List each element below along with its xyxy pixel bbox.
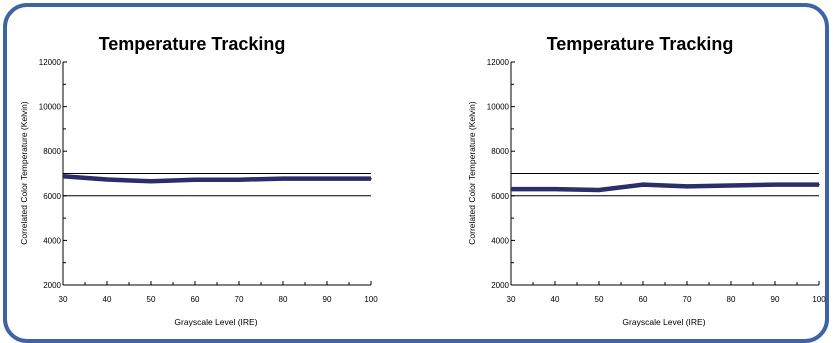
x-tick-label: 100 [812, 295, 826, 304]
temperature-tracking-chart-right: Temperature Tracking Correlated Color Te… [467, 34, 826, 327]
chart-title: Temperature Tracking [547, 34, 734, 54]
data-point [818, 183, 820, 186]
x-tick-label: 40 [103, 295, 112, 304]
x-tick-label: 50 [147, 295, 156, 304]
x-tick-label: 90 [323, 295, 332, 304]
data-point [774, 183, 776, 186]
x-tick-label: 60 [191, 295, 200, 304]
data-point [554, 188, 556, 190]
x-tick-label: 100 [364, 295, 378, 304]
y-axis-label: Correlated Color Temperature (Kelvin) [467, 101, 477, 245]
data-point [510, 188, 512, 190]
x-tick-label: 60 [639, 295, 648, 304]
y-tick-label: 12000 [39, 58, 62, 67]
y-tick-label: 8000 [43, 147, 61, 156]
y-tick-label: 2000 [43, 281, 61, 290]
x-axis-label: Grayscale Level (IRE) [622, 317, 705, 327]
y-tick-label: 2000 [491, 281, 509, 290]
x-tick-label: 30 [59, 295, 68, 304]
y-tick-label: 6000 [491, 192, 509, 201]
data-point [730, 184, 732, 187]
data-point [150, 180, 152, 183]
data-point [598, 189, 600, 191]
data-point [194, 178, 196, 181]
chart-title: Temperature Tracking [99, 34, 286, 54]
data-point [642, 183, 644, 186]
data-point [282, 177, 284, 180]
y-tick-label: 12000 [487, 58, 510, 67]
y-tick-label: 4000 [491, 236, 509, 245]
data-point [62, 175, 64, 177]
data-point [106, 178, 108, 181]
x-tick-label: 30 [507, 295, 516, 304]
x-tick-label: 70 [235, 295, 244, 304]
x-tick-label: 50 [595, 295, 604, 304]
x-tick-label: 80 [279, 295, 288, 304]
series-line [62, 173, 371, 184]
data-point [326, 177, 328, 180]
data-point [686, 185, 688, 188]
data-point [238, 178, 240, 181]
x-tick-label: 90 [771, 295, 780, 304]
x-tick-label: 80 [727, 295, 736, 304]
x-tick-label: 70 [683, 295, 692, 304]
y-tick-label: 8000 [491, 147, 509, 156]
temperature-tracking-chart-left: Temperature Tracking Correlated Color Te… [19, 34, 378, 327]
y-axis-label: Correlated Color Temperature (Kelvin) [19, 101, 29, 245]
y-tick-label: 10000 [487, 103, 510, 112]
x-tick-label: 40 [551, 295, 560, 304]
data-point [370, 177, 372, 180]
x-axis-label: Grayscale Level (IRE) [174, 317, 257, 327]
series-line [511, 182, 819, 193]
y-tick-label: 10000 [39, 103, 62, 112]
y-tick-label: 6000 [43, 192, 61, 201]
y-tick-label: 4000 [43, 236, 61, 245]
